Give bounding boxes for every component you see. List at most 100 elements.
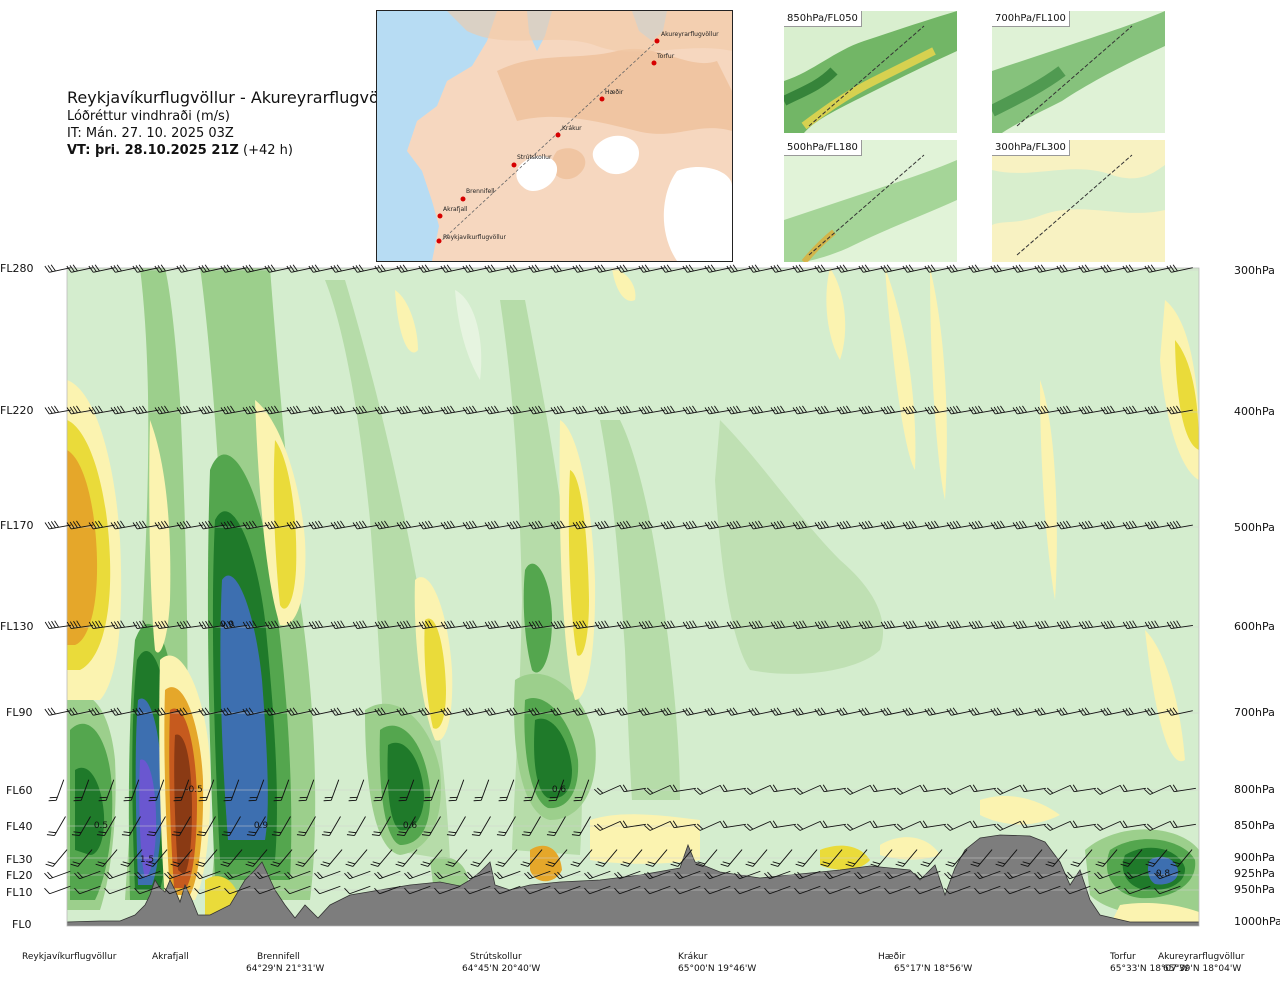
downdraft-mid [568,470,589,656]
wind-barb [346,816,366,836]
wind-barb [770,405,797,415]
wind-barb [523,779,540,802]
wind-barb [484,264,511,273]
wind-barb [792,405,819,415]
map-label-torfur: Torfur [656,53,675,60]
wind-barb [1056,405,1083,415]
wind-barb [470,849,493,867]
wind-barb [974,870,1001,880]
wind-barb [1144,620,1171,629]
valid-time: VT: þri. 28.10.2025 21Z [67,143,239,158]
wind-barb [1094,885,1121,895]
wind-barb [176,405,203,415]
station-name: Akureyrarflugvöllur [1158,952,1245,962]
wind-barb [945,849,968,867]
fl-tick-label: FL0 [12,918,32,931]
wind-barb [944,821,971,831]
wind-barb [308,520,335,530]
wind-barb [704,870,731,880]
wind-barb [573,779,590,802]
pressure-tick-label: 300hPa [1234,264,1275,277]
wind-barb [682,707,709,716]
wind-barb [572,707,599,716]
wind-barb [944,785,971,795]
fl-tick-label: FL130 [0,620,34,633]
wind-barb [880,264,907,273]
wind-barb [132,620,159,629]
wind-barb [550,620,577,629]
wind-barb [572,405,599,415]
wind-barb [1100,620,1127,629]
updraft-band-light [715,420,884,674]
route-title: Reykjavíkurflugvöllur - Akureyrarflugvöl… [67,88,405,107]
wind-barb [946,707,973,716]
wind-barb [164,885,191,895]
wind-barb [745,849,768,867]
wind-barb [1122,264,1149,273]
wind-barb [1034,707,1061,716]
wind-barb [170,849,193,867]
wind-barb [546,816,566,836]
station-coord: 65°00'N 19°46'W [678,964,757,974]
wind-barb [1169,820,1196,829]
wind-barb [1004,885,1031,895]
downdraft-light [612,268,636,301]
wind-barb [110,707,137,716]
wind-barb [418,264,445,273]
wind-barb [323,779,340,802]
wind-barb [1119,784,1146,793]
wind-barb [620,849,643,867]
wind-barb [224,870,251,880]
contour-value-label: 0.9 [254,821,269,831]
mini-map-300-graphic [992,140,1165,262]
wind-barb [914,870,941,880]
wind-barb [644,821,671,831]
wind-barb [242,264,269,273]
pressure-tick-label: 400hPa [1234,405,1275,418]
lead-time: (+42 h) [243,143,293,158]
wind-barb [44,870,71,880]
wind-barb [373,779,390,802]
wind-barb [719,820,746,829]
wind-barb [1144,264,1171,273]
wind-barb [1034,520,1061,530]
wind-barb [1100,264,1127,273]
wind-barb [132,264,159,273]
wind-barb [445,849,468,867]
wind-barb [88,405,115,415]
wind-barb [694,785,721,795]
wind-barb [473,779,490,802]
wind-barb [995,849,1018,867]
wind-barb [1012,264,1039,273]
wind-barb [670,849,693,867]
wind-barb [1154,870,1181,880]
wind-barb [371,816,391,836]
wind-barb [1144,785,1171,795]
wind-barb [748,520,775,530]
wind-barb [869,784,896,793]
wind-barb [814,405,841,415]
contour-value-label: 0.6 [403,821,418,831]
wind-barb [464,885,491,895]
wind-barb [70,849,93,867]
wind-barb [308,264,335,273]
wind-barb [795,849,818,867]
wind-barb [674,870,701,880]
wind-barb [1122,405,1149,415]
wind-barb [271,816,291,836]
downdraft-light [395,290,418,353]
wind-barb [836,405,863,415]
wind-barb [946,520,973,530]
wind-barb [1166,520,1193,530]
wind-barb [814,620,841,629]
wind-barb [404,885,431,895]
wind-barb [614,885,641,895]
wind-barb [330,707,357,716]
wind-barb [110,520,137,530]
wind-barb [264,264,291,273]
station-coord: 64°29'N 21°31'W [246,964,325,974]
wind-barb [110,405,137,415]
wind-barb [220,405,247,415]
wind-barb [1094,821,1121,831]
